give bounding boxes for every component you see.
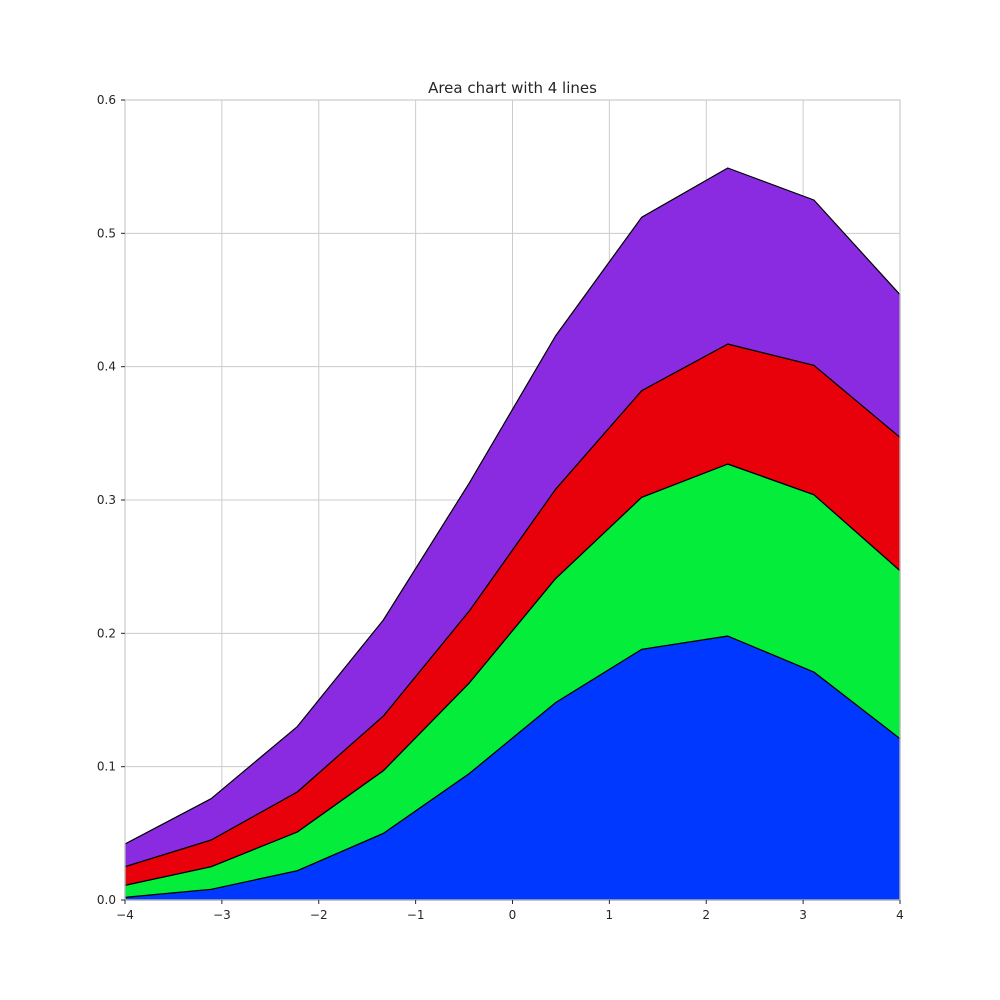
y-tick-label: 0.2 (97, 626, 116, 640)
y-axis-ticks: 0.0 0.1 0.2 0.3 0.4 0.5 0.6 (97, 93, 125, 907)
y-tick-label: 0.0 (97, 893, 116, 907)
x-tick-label: −2 (310, 908, 328, 922)
x-tick-label: −4 (116, 908, 134, 922)
x-tick-label: 4 (896, 908, 904, 922)
y-tick-label: 0.1 (97, 760, 116, 774)
x-tick-label: 2 (702, 908, 710, 922)
x-tick-label: 1 (606, 908, 614, 922)
x-tick-label: 0 (509, 908, 517, 922)
x-axis-ticks: −4 −3 −2 −1 0 1 2 3 4 (116, 900, 904, 922)
y-tick-label: 0.4 (97, 360, 116, 374)
x-tick-label: −3 (213, 908, 231, 922)
y-tick-label: 0.5 (97, 226, 116, 240)
x-tick-label: −1 (407, 908, 425, 922)
y-tick-label: 0.3 (97, 493, 116, 507)
y-tick-label: 0.6 (97, 93, 116, 107)
chart-title: Area chart with 4 lines (428, 79, 597, 97)
x-tick-label: 3 (799, 908, 807, 922)
